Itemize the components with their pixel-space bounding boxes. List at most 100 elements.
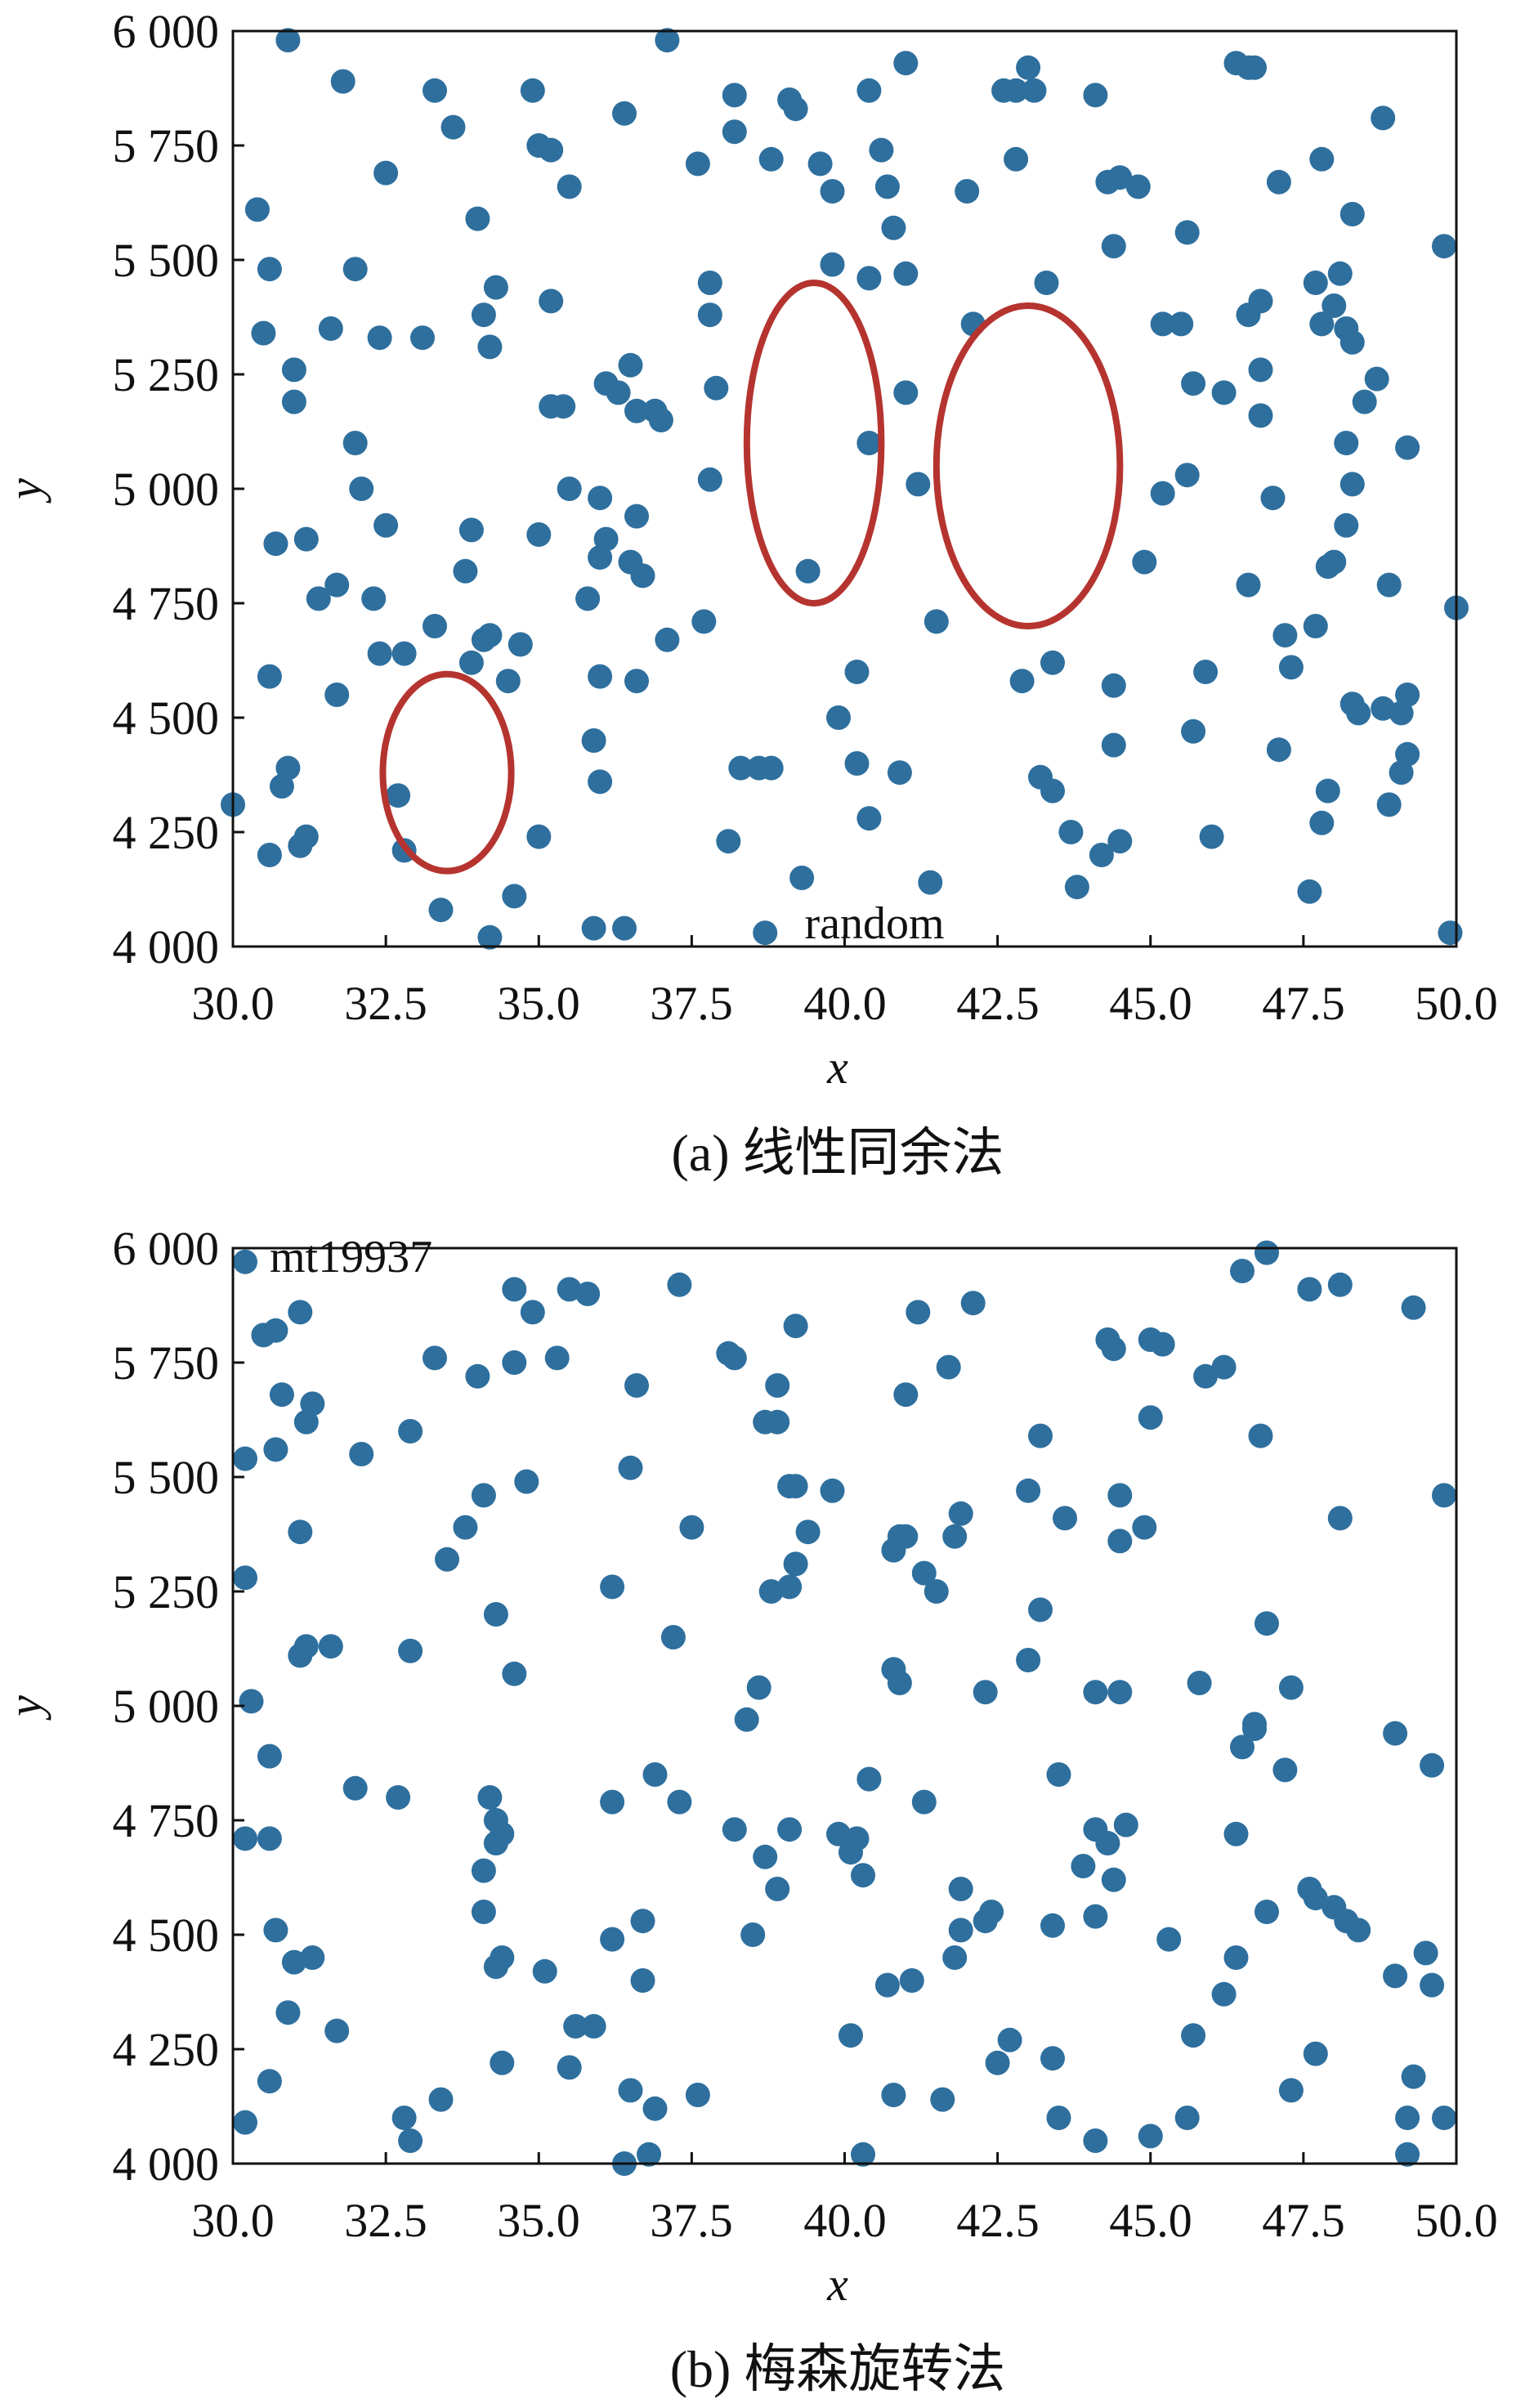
scatter-point [1420, 1972, 1445, 1998]
x-tick-label: 35.0 [497, 977, 580, 1030]
scatter-point [642, 1762, 668, 1787]
scatter-point [1322, 549, 1347, 575]
scatter-point [1028, 1597, 1053, 1622]
scatter-point [324, 2018, 350, 2043]
scatter-point [1107, 1483, 1133, 1508]
scatter-point [1211, 1354, 1237, 1380]
scatter-point [330, 69, 356, 94]
scatter-point [783, 1474, 808, 1499]
scatter-point [349, 477, 374, 501]
y-tick-label: 4 750 [113, 577, 220, 630]
panel-a-x-axis-title: x [826, 1041, 848, 1094]
scatter-point [758, 146, 784, 172]
scatter-point [391, 641, 417, 666]
panel-b-y-axis-title: y [0, 1695, 51, 1721]
scatter-point [1016, 55, 1041, 80]
scatter-point [856, 431, 882, 455]
scatter-point [1438, 920, 1463, 946]
scatter-point [526, 522, 552, 547]
y-tick-label: 5 000 [113, 1680, 220, 1733]
scatter-point [1371, 105, 1396, 131]
scatter-point [942, 1524, 968, 1549]
panel-b-ticks [231, 1247, 1458, 2165]
y-tick-label: 5 250 [113, 1565, 220, 1618]
scatter-point [1309, 810, 1335, 835]
scatter-point [453, 558, 478, 584]
scatter-point [483, 1602, 508, 1627]
y-tick-label: 4 000 [113, 920, 220, 973]
panel-a-highlights [379, 280, 1124, 875]
scatter-point [630, 1968, 655, 1993]
scatter-point [520, 1300, 545, 1325]
scatter-point [906, 1300, 931, 1325]
scatter-point [679, 1515, 704, 1540]
scatter-point [844, 660, 870, 684]
x-tick-label: 45.0 [1109, 977, 1192, 1030]
panel-a-caption: (a) 线性同余法 [671, 1124, 1004, 1182]
scatter-point [844, 751, 870, 776]
scatter-point [495, 669, 521, 694]
scatter-point [844, 1826, 870, 1851]
scatter-point [1339, 202, 1365, 226]
scatter-point [1278, 1675, 1304, 1700]
scatter-point [807, 151, 833, 177]
scatter-point [1236, 572, 1261, 598]
scatter-point [667, 1272, 692, 1297]
scatter-point [293, 526, 319, 552]
scatter-point [458, 517, 484, 543]
y-tick-label: 4 000 [113, 2137, 220, 2191]
panel-a-y-tick-labels: 4 000 4 250 4 500 4 750 5 000 5 250 5 50… [113, 5, 220, 973]
scatter-point [942, 1945, 968, 1970]
scatter-point [588, 486, 613, 511]
scatter-point [783, 1551, 808, 1577]
scatter-point [740, 1922, 766, 1947]
scatter-point [722, 1345, 747, 1371]
scatter-point [532, 1958, 557, 1984]
x-tick-label: 47.5 [1262, 2194, 1345, 2247]
scatter-point [1395, 435, 1420, 460]
scatter-point [1095, 1831, 1120, 1855]
scatter-point [753, 1844, 778, 1869]
scatter-point [1107, 165, 1133, 190]
scatter-point [1193, 660, 1219, 684]
scatter-point [1138, 1405, 1163, 1430]
scatter-point [1181, 2023, 1206, 2048]
scatter-point [398, 1638, 423, 1663]
scatter-point [373, 512, 399, 538]
scatter-point [1383, 1963, 1408, 1989]
scatter-point [502, 1277, 527, 1302]
scatter-point [1034, 271, 1059, 295]
scatter-point [502, 1350, 527, 1375]
scatter-point [1254, 1900, 1279, 1924]
scatter-point [1181, 371, 1206, 396]
scatter-point [1150, 1332, 1175, 1357]
scatter-point [911, 1789, 937, 1815]
scatter-point [539, 137, 564, 163]
scatter-point [471, 302, 496, 328]
x-tick-label: 32.5 [344, 977, 427, 1030]
scatter-point [777, 1817, 803, 1842]
scatter-point [1083, 1680, 1108, 1705]
scatter-point [281, 357, 306, 383]
scatter-point [637, 2142, 661, 2167]
scatter-point [1040, 650, 1065, 675]
scatter-point [575, 1282, 601, 1306]
scatter-point [391, 2106, 417, 2130]
scatter-point [233, 1446, 257, 1471]
scatter-point [300, 1945, 325, 1970]
scatter-point [257, 2069, 282, 2094]
scatter-point [1004, 78, 1029, 103]
x-tick-label: 45.0 [1109, 2194, 1192, 2247]
scatter-point [1376, 572, 1402, 598]
scatter-point [1401, 2064, 1426, 2089]
panel-a: 30.0 32.5 35.0 37.5 40.0 42.5 45.0 47.5 … [0, 5, 1498, 1182]
scatter-point [551, 394, 576, 419]
scatter-point [1303, 614, 1328, 638]
scatter-point [691, 609, 717, 634]
scatter-point [1278, 2078, 1304, 2103]
scatter-point [985, 2050, 1010, 2075]
scatter-point [251, 320, 276, 346]
scatter-point [1187, 1671, 1212, 1695]
scatter-point [281, 389, 306, 414]
scatter-point [624, 669, 649, 694]
